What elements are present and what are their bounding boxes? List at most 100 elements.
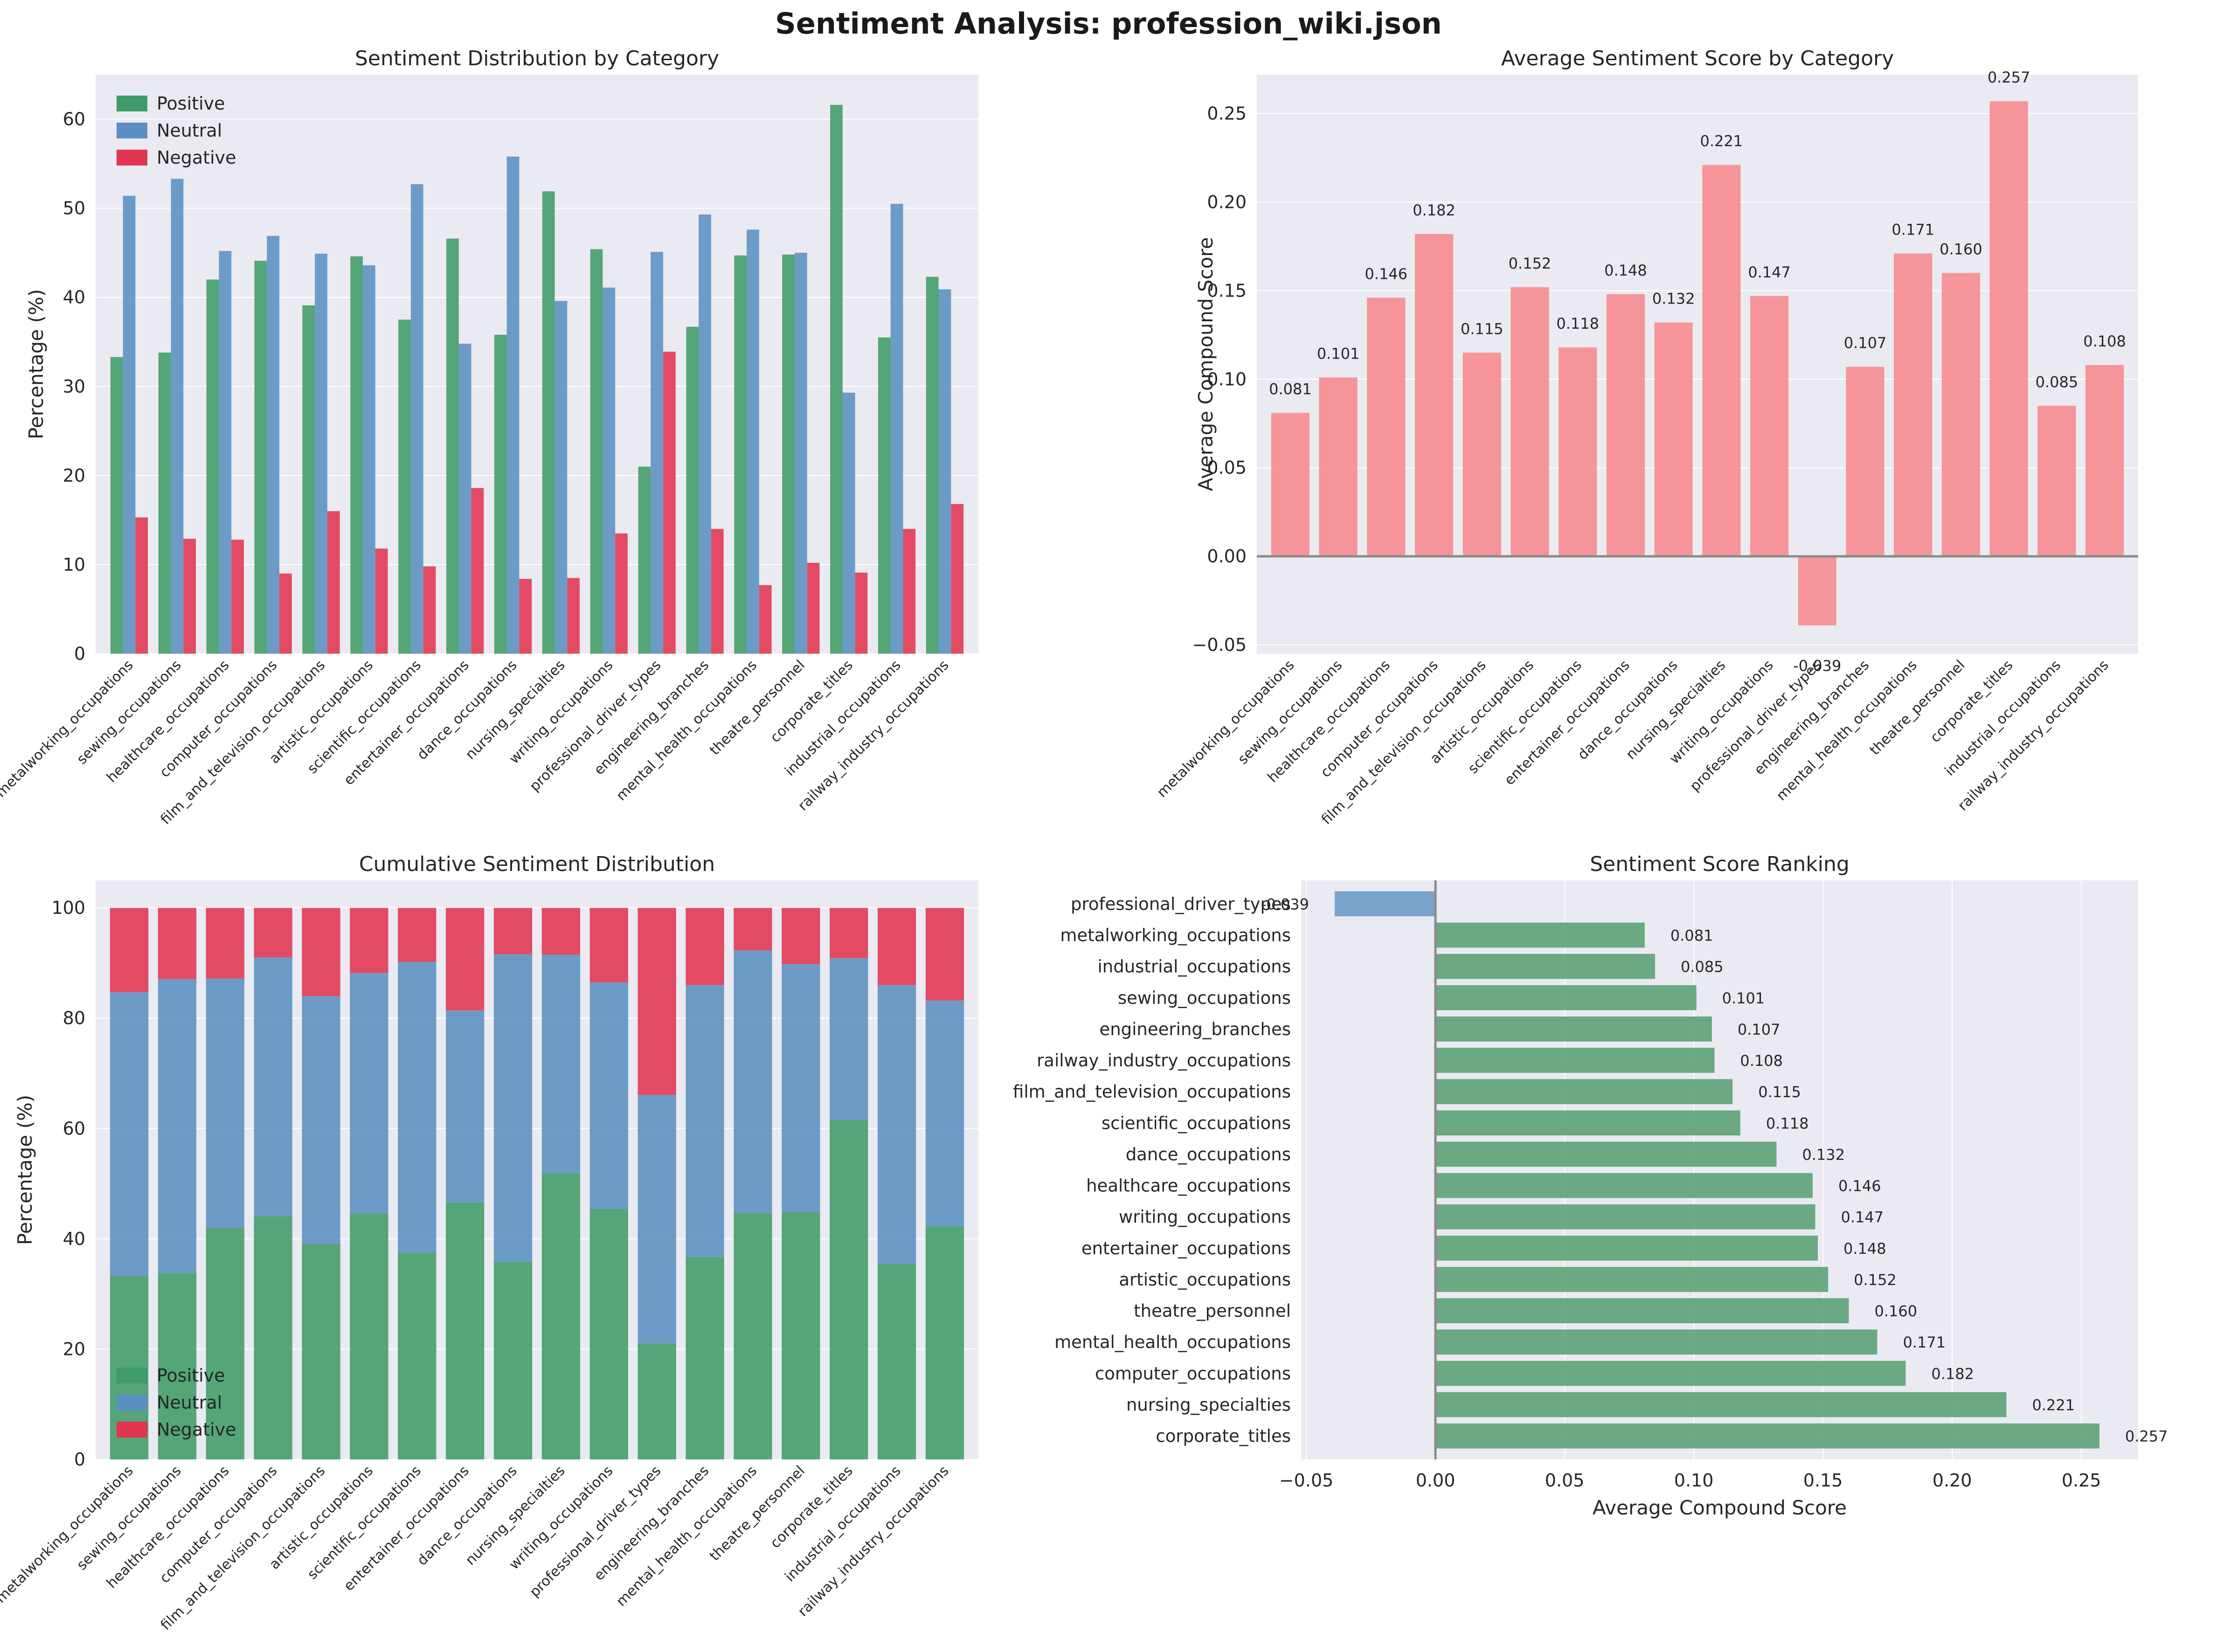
x-tick-label: 0.00	[1416, 1470, 1455, 1491]
y-tick-label: 10	[63, 554, 85, 575]
y-tick-label: 20	[63, 1339, 85, 1359]
bar-positive	[206, 1228, 244, 1459]
y-tick-label: entertainer_occupations	[1081, 1238, 1291, 1258]
y-tick-label: corporate_titles	[1156, 1426, 1291, 1446]
data-label: 0.081	[1269, 380, 1312, 398]
legend-swatch	[117, 1422, 147, 1438]
bar-neutral	[446, 1010, 485, 1203]
x-tick-label: theatre_personnel	[707, 657, 808, 759]
bar-neutral	[794, 253, 807, 654]
y-tick-label: scientific_occupations	[1102, 1113, 1291, 1133]
bar-negative	[423, 566, 436, 654]
data-label: 0.152	[1854, 1271, 1897, 1289]
bar-neutral	[686, 985, 724, 1257]
y-tick-label: artistic_occupations	[1119, 1270, 1291, 1290]
data-label: 0.221	[2032, 1396, 2075, 1414]
bar-neutral	[554, 301, 568, 654]
bar-ranking	[1435, 1173, 1813, 1198]
bar-positive	[925, 1226, 964, 1459]
y-tick-label: nursing_specialties	[1126, 1395, 1291, 1415]
data-label: 0.132	[1802, 1146, 1845, 1163]
bar-positive	[206, 279, 219, 654]
bar-negative	[925, 908, 964, 1001]
data-label: 0.085	[1681, 958, 1724, 976]
bar-negative	[254, 908, 292, 958]
bar-ranking	[1435, 1329, 1878, 1355]
chart-cumulative-distribution: 0 20 40 60 80 100 Cumulative Sentiment Distrib…	[0, 852, 978, 1633]
bar-average	[1941, 273, 1981, 557]
bar-ranking	[1435, 1235, 1818, 1261]
bar-negative	[830, 908, 868, 958]
bar-neutral	[603, 287, 616, 654]
y-tick-label: 40	[63, 287, 85, 308]
bar-neutral	[589, 982, 628, 1209]
bar-neutral	[493, 954, 533, 1262]
bar-negative	[807, 563, 820, 654]
data-label: 0.132	[1652, 290, 1695, 308]
x-tick-label: −0.05	[1279, 1470, 1333, 1491]
bar-positive	[830, 104, 843, 654]
bar-negative	[302, 908, 340, 996]
chart-title: Sentiment Score Ranking	[1590, 852, 1850, 876]
legend-label: Neutral	[157, 1392, 222, 1413]
bar-negative	[519, 579, 532, 654]
y-tick-label: metalworking_occupations	[1060, 925, 1291, 945]
bar-average	[1559, 347, 1597, 557]
bar-average	[1319, 377, 1358, 557]
legend-swatch	[117, 150, 147, 166]
chart-title: Cumulative Sentiment Distribution	[359, 852, 715, 876]
y-tick-label: computer_occupations	[1095, 1363, 1291, 1383]
bar-ranking	[1435, 922, 1645, 948]
bar-positive	[590, 249, 603, 654]
bar-positive	[637, 1343, 676, 1459]
data-label: 0.257	[2125, 1428, 2168, 1445]
y-tick-label: dance_occupations	[1126, 1144, 1291, 1164]
bar-positive	[398, 1252, 436, 1459]
bar-ranking	[1435, 1361, 1906, 1386]
y-tick-label: 30	[63, 376, 85, 397]
data-label: 0.146	[1838, 1177, 1881, 1195]
bar-neutral	[158, 979, 197, 1273]
data-label: 0.182	[1931, 1365, 1974, 1382]
bar-average	[1989, 101, 2028, 557]
y-tick-label: theatre_personnel	[1134, 1301, 1291, 1321]
data-label: 0.108	[2083, 332, 2126, 350]
bar-positive	[446, 238, 459, 654]
bar-negative	[855, 573, 868, 654]
bar-ranking	[1435, 1048, 1715, 1073]
bar-positive	[158, 1273, 197, 1459]
bar-ranking	[1435, 1141, 1777, 1167]
data-label: 0.257	[1988, 69, 2030, 86]
y-tick-label: healthcare_occupations	[1086, 1176, 1291, 1196]
data-label: -0.039	[1261, 895, 1309, 913]
bar-positive	[542, 191, 555, 654]
legend-label: Neutral	[157, 120, 222, 141]
data-label: -0.039	[1793, 657, 1841, 675]
bar-neutral	[206, 978, 244, 1228]
y-tick-label: 50	[63, 198, 85, 219]
y-axis-label: Percentage (%)	[14, 1095, 36, 1245]
bar-ranking	[1435, 1267, 1829, 1292]
data-label: 0.160	[1940, 240, 1982, 258]
bar-negative	[615, 533, 628, 654]
data-label: 0.101	[1722, 989, 1765, 1007]
y-tick-label: 60	[63, 109, 85, 130]
bar-positive	[350, 1213, 388, 1459]
bar-positive	[302, 305, 315, 654]
y-tick-label: engineering_branches	[1099, 1019, 1291, 1039]
bar-average	[1798, 556, 1836, 626]
bar-negative	[398, 908, 436, 962]
data-label: 0.147	[1841, 1209, 1884, 1226]
bar-negative	[567, 578, 580, 654]
legend-label: Positive	[157, 93, 225, 114]
bar-positive	[638, 466, 651, 654]
bar-ranking	[1435, 1298, 1849, 1323]
bar-positive	[830, 1120, 868, 1459]
bar-neutral	[830, 958, 868, 1120]
chart-sentiment-distribution: 0 10 20 30 40 50 60 Sentiment Distribution by C…	[0, 47, 978, 828]
bar-positive	[254, 261, 267, 654]
bar-negative	[782, 908, 820, 964]
bar-average	[1894, 253, 1933, 557]
data-label: 0.118	[1556, 315, 1599, 332]
bar-positive	[686, 1257, 724, 1459]
